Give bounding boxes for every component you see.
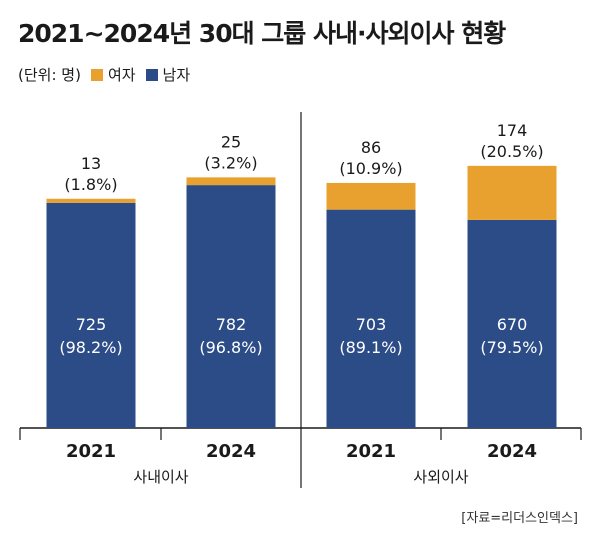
legend-item-female: 여자 — [90, 64, 136, 85]
year-tick-label: 2021 — [346, 441, 396, 462]
male-pct-label: (79.5%) — [480, 338, 543, 357]
male-value-label: 782 — [216, 315, 247, 334]
year-tick-label: 2021 — [66, 441, 116, 462]
source-note: [자료=리더스인덱스] — [461, 511, 578, 526]
female-value-label: 174 — [497, 121, 528, 140]
group-label: 사외이사 — [413, 468, 468, 486]
bar-female — [326, 182, 416, 210]
female-pct-label: (1.8%) — [64, 175, 117, 194]
male-pct-label: (98.2%) — [59, 338, 122, 357]
bar-male — [46, 202, 136, 428]
bar-male — [186, 185, 276, 428]
male-value-label: 703 — [356, 315, 387, 334]
bar-female — [467, 165, 557, 220]
unit-label: (단위: 명) — [18, 66, 81, 84]
legend-label-male: 남자 — [162, 66, 191, 84]
legend-label-female: 여자 — [107, 66, 136, 84]
bar-female — [186, 177, 276, 186]
legend-item-male: 남자 — [145, 64, 191, 85]
legend-swatch-female — [90, 68, 103, 81]
male-value-label: 725 — [76, 315, 107, 334]
bar-male — [326, 209, 416, 428]
female-value-label: 13 — [81, 154, 101, 173]
male-value-label: 670 — [497, 315, 528, 334]
legend-swatch-male — [145, 68, 158, 81]
bar-female — [46, 198, 136, 203]
female-pct-label: (10.9%) — [339, 159, 402, 178]
male-pct-label: (89.1%) — [339, 338, 402, 357]
legend: (단위: 명) 여자 남자 — [18, 64, 200, 85]
male-pct-label: (96.8%) — [199, 338, 262, 357]
year-tick-label: 2024 — [487, 441, 537, 462]
bar-male — [467, 219, 557, 428]
group-label: 사내이사 — [133, 468, 188, 486]
year-tick-label: 2024 — [206, 441, 256, 462]
chart-title: 2021~2024년 30대 그룹 사내·사외이사 현황 — [18, 19, 506, 48]
female-value-label: 25 — [221, 132, 241, 151]
female-pct-label: (20.5%) — [480, 142, 543, 161]
female-pct-label: (3.2%) — [204, 153, 257, 172]
female-value-label: 86 — [361, 138, 381, 157]
